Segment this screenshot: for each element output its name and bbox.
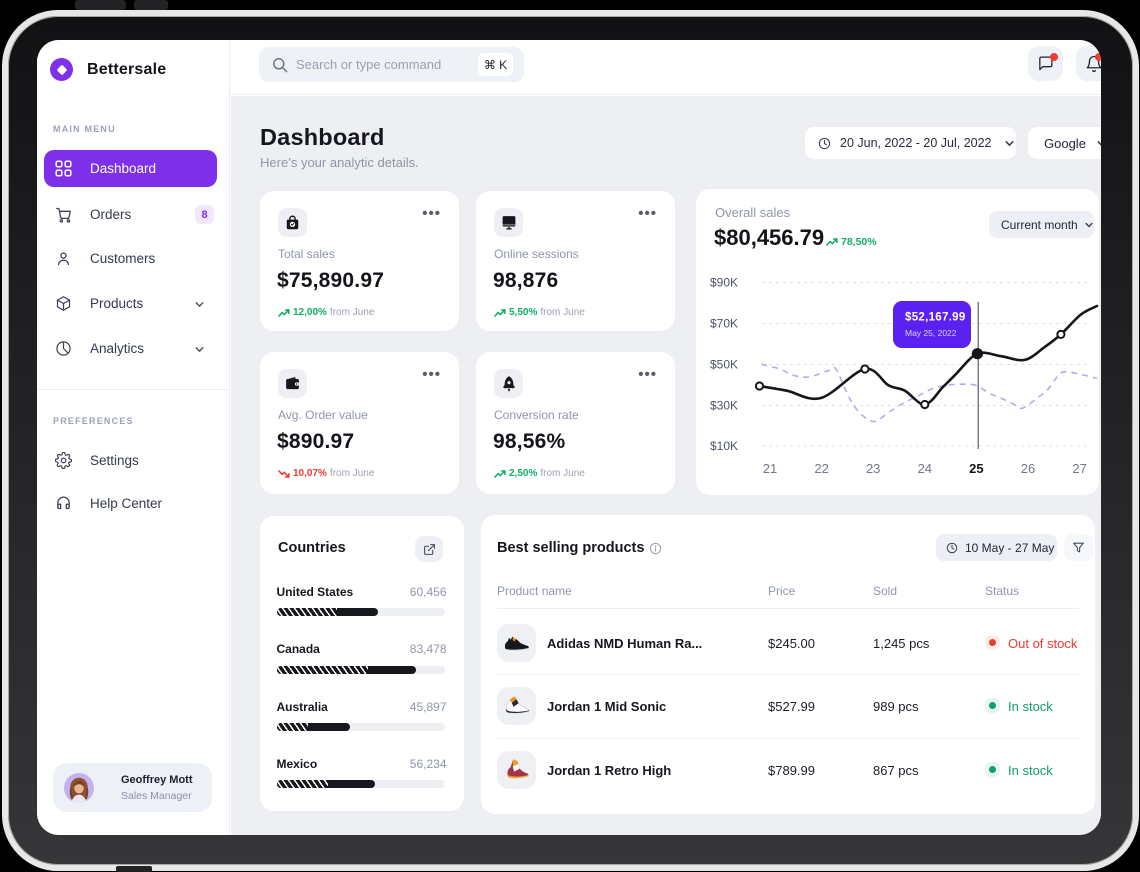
svg-text:$50K: $50K [710,358,738,372]
svg-text:21: 21 [763,461,777,476]
svg-text:$30K: $30K [710,399,738,413]
svg-text:25: 25 [969,461,983,476]
svg-text:24: 24 [918,461,932,476]
svg-text:May 25, 2022: May 25, 2022 [905,328,957,338]
svg-text:23: 23 [866,461,880,476]
svg-text:27: 27 [1072,461,1086,476]
svg-text:$90K: $90K [710,276,738,290]
svg-text:22: 22 [814,461,828,476]
svg-text:$10K: $10K [710,439,738,453]
svg-text:$70K: $70K [710,317,738,331]
svg-text:$52,167.99: $52,167.99 [905,312,966,324]
svg-text:26: 26 [1021,461,1035,476]
